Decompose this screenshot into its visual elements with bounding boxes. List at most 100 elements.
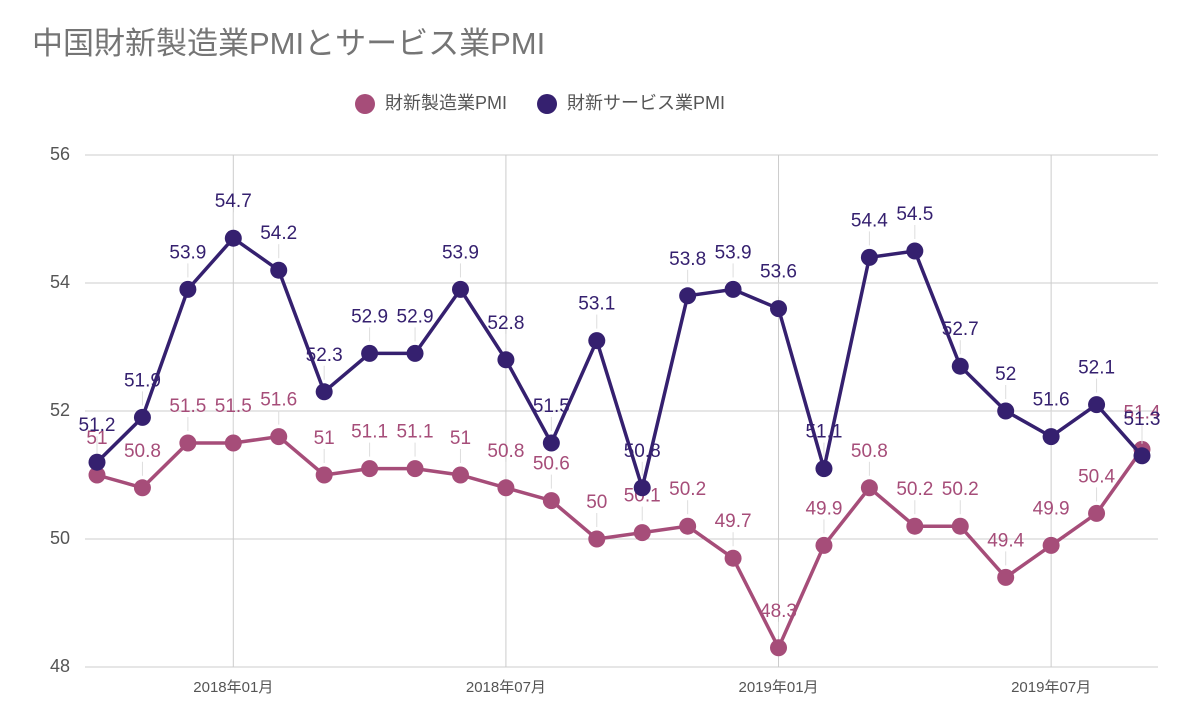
data-label: 51.9 [124,370,161,391]
data-point [724,280,742,298]
data-point [997,568,1015,586]
legend-marker [537,94,558,114]
series-line [96,434,1144,652]
data-point [770,639,788,657]
data-label: 52 [995,364,1016,385]
data-point [542,434,560,452]
data-point [588,332,606,350]
data-label: 51.6 [260,390,297,411]
data-label: 53.9 [442,242,479,263]
x-tick-label: 2018年01月 [193,679,273,696]
data-point [951,357,969,375]
legend-label: 財新サービス業PMI [567,93,725,113]
data-label: 50.8 [624,441,661,462]
data-label: 50.6 [533,454,570,475]
data-label: 51 [314,428,335,449]
series-line [95,235,1144,495]
data-point [860,248,878,266]
data-label: 50.8 [851,441,888,462]
data-label: 50.4 [1078,466,1115,487]
data-label: 54.2 [260,223,297,244]
data-label: 49.9 [805,498,842,519]
data-label: 52.9 [351,306,388,327]
data-label: 52.1 [1078,358,1115,379]
data-point [815,536,833,554]
y-tick-label: 54 [50,272,70,292]
legend-marker [355,94,375,114]
data-point [906,242,924,260]
data-point [451,466,469,484]
data-point [497,351,515,369]
data-point [133,408,151,426]
data-point [1042,536,1060,554]
data-point [724,549,742,567]
data-label: 51.2 [79,415,116,436]
data-point [315,466,333,484]
data-point [542,492,560,510]
data-point [88,453,106,471]
data-label: 50.8 [487,441,524,462]
data-label: 49.7 [715,511,752,532]
y-tick-label: 50 [50,528,70,548]
y-tick-label: 52 [50,400,70,420]
data-label: 50.2 [669,479,706,500]
data-label: 53.8 [669,249,706,270]
data-point [224,434,242,452]
data-point [860,479,878,497]
data-label: 53.6 [760,262,797,283]
data-point [88,466,106,484]
data-label: 51.5 [533,396,570,417]
data-label: 51.4 [1124,402,1161,423]
x-tick-label: 2019年07月 [1011,679,1091,696]
data-point [997,402,1015,420]
data-point [1088,504,1106,522]
data-label: 51.1 [397,422,434,443]
data-label: 52.8 [487,313,524,334]
data-label: 52.9 [397,306,434,327]
x-tick-label: 2019年01月 [738,679,818,696]
data-point [951,517,969,535]
data-point [633,479,651,497]
data-point [179,280,197,298]
data-label: 49.4 [987,530,1024,551]
data-point [133,479,151,497]
data-label: 52.3 [306,345,343,366]
data-point [406,344,424,362]
data-point [270,428,288,446]
data-point [451,280,469,298]
data-point [633,524,651,542]
data-label: 50.8 [124,441,161,462]
chart-title: 中国財新製造業PMIとサービス業PMI [32,26,545,61]
data-point [361,344,379,362]
data-label: 53.9 [169,242,206,263]
data-label: 48.3 [760,601,797,622]
data-label: 54.4 [851,210,888,231]
y-tick-label: 56 [50,144,70,164]
x-tick-label: 2018年07月 [466,679,546,696]
data-label: 51 [450,428,471,449]
data-label: 51.5 [169,396,206,417]
data-point [315,383,333,401]
data-point [679,287,697,305]
data-label: 50 [586,492,607,513]
data-label: 54.7 [215,191,252,212]
data-point [1133,447,1151,465]
data-label: 51.6 [1033,390,1070,411]
data-point [497,479,515,497]
data-point [361,460,379,478]
data-point [406,460,424,478]
data-label: 51.5 [215,396,252,417]
data-point [270,261,288,279]
data-point [179,434,197,452]
y-tick-label: 48 [50,656,70,676]
data-label: 50.2 [942,479,979,500]
data-label: 51.3 [1124,409,1161,430]
data-label: 51.1 [351,422,388,443]
data-point [770,300,788,318]
data-point [815,460,833,478]
data-label: 54.5 [896,204,933,225]
legend-label: 財新製造業PMI [385,93,507,113]
data-label: 49.9 [1033,498,1070,519]
